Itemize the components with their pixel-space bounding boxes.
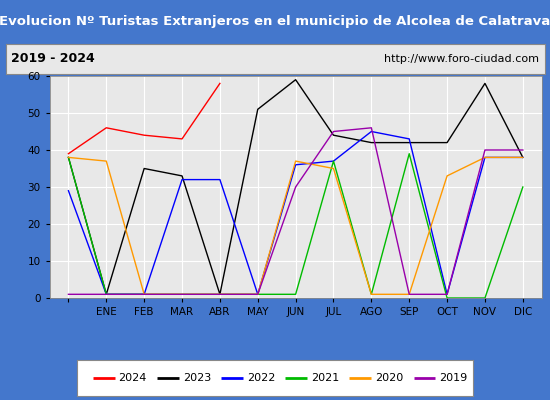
Text: 2024: 2024 <box>119 373 147 383</box>
Text: 2023: 2023 <box>183 373 211 383</box>
Text: 2019: 2019 <box>439 373 468 383</box>
Text: 2019 - 2024: 2019 - 2024 <box>11 52 95 66</box>
Text: Evolucion Nº Turistas Extranjeros en el municipio de Alcolea de Calatrava: Evolucion Nº Turistas Extranjeros en el … <box>0 14 550 28</box>
Text: 2021: 2021 <box>311 373 339 383</box>
Text: http://www.foro-ciudad.com: http://www.foro-ciudad.com <box>384 54 539 64</box>
Text: 2020: 2020 <box>375 373 404 383</box>
Text: 2022: 2022 <box>247 373 275 383</box>
